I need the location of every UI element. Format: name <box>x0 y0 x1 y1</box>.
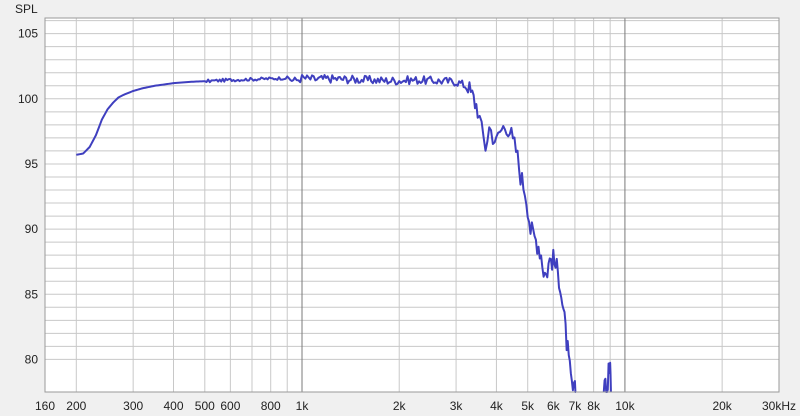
x-tick-label: 500 <box>195 399 215 413</box>
x-tick-label: 2k <box>393 399 407 413</box>
x-tick-label: 1k <box>296 399 310 413</box>
x-tick-label: 300 <box>123 399 143 413</box>
x-tick-label: 5k <box>521 399 535 413</box>
y-tick-label: 85 <box>25 287 39 301</box>
x-tick-label: 6k <box>547 399 561 413</box>
plot-area <box>45 18 779 392</box>
x-tick-label: 20k <box>712 399 732 413</box>
grid-lines <box>45 18 779 392</box>
tick-labels: 80 85 90 95 100 105 160 200 300 400 500 600 800 1k 2k 3… <box>18 27 796 413</box>
x-tick-label: 600 <box>220 399 240 413</box>
x-tick-label: 800 <box>261 399 281 413</box>
x-tick-label: 7k <box>569 399 583 413</box>
x-tick-label: 4k <box>490 399 504 413</box>
x-tick-label: 8k <box>587 399 601 413</box>
x-tick-label: 400 <box>163 399 183 413</box>
y-axis-label: SPL <box>15 2 38 16</box>
y-tick-label: 100 <box>18 92 38 106</box>
y-tick-label: 80 <box>25 352 39 366</box>
x-tick-label: 3k <box>450 399 464 413</box>
plot-frame <box>44 17 780 393</box>
y-tick-label: 105 <box>18 27 38 41</box>
y-tick-label: 90 <box>25 222 39 236</box>
series-layer <box>76 74 612 393</box>
x-tick-label: 30kHz <box>762 399 796 413</box>
x-tick-label: 160 <box>35 399 55 413</box>
y-tick-label: 95 <box>25 157 39 171</box>
x-tick-label: 200 <box>66 399 86 413</box>
series-line <box>76 74 577 393</box>
x-tick-label: 10k <box>615 399 635 413</box>
series-line <box>602 361 612 393</box>
